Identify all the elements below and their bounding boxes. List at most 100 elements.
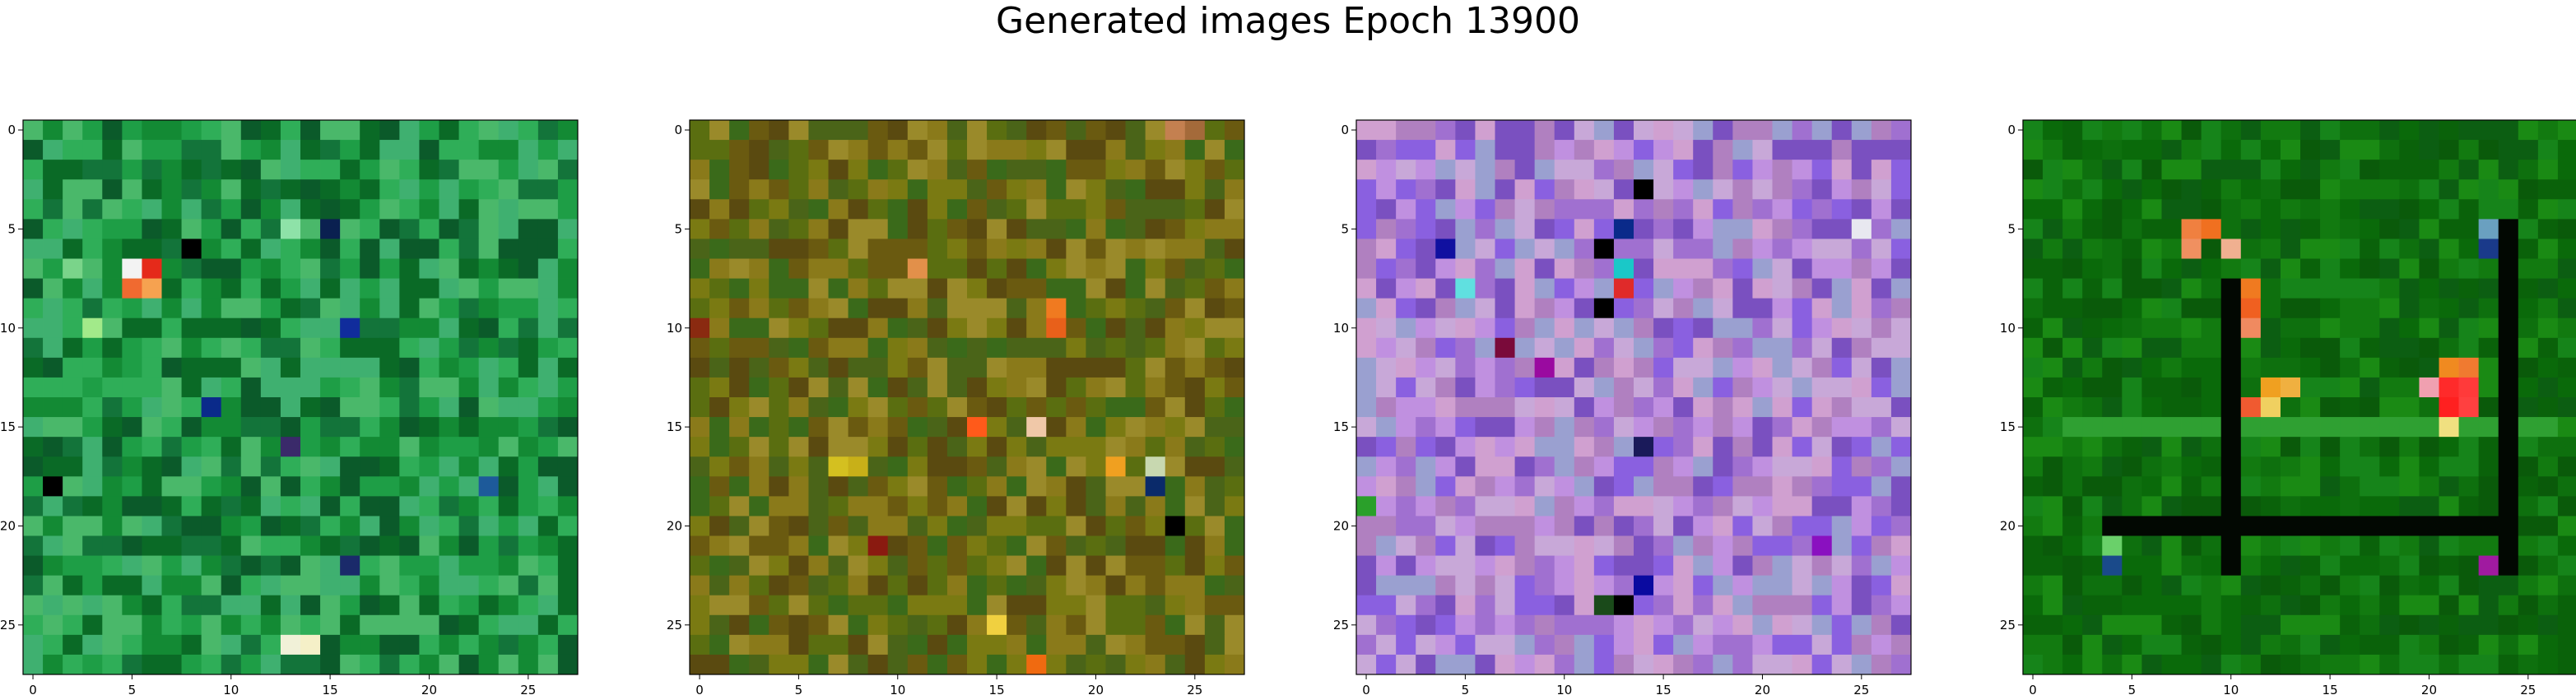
pixel-cell [419,357,439,378]
pixel-cell [1416,357,1436,378]
pixel-cell [478,120,500,141]
pixel-cell [300,199,321,220]
pixel-cell [2498,456,2519,477]
pixel-cell [23,120,44,141]
pixel-cell [1026,140,1047,160]
pixel-cell [1125,654,1146,675]
pixel-cell [2122,219,2142,239]
pixel-cell [2439,476,2459,497]
pixel-cell [1224,634,1245,656]
pixel-cell [1455,140,1476,160]
pixel-cell [340,397,360,418]
pixel-cell [1416,456,1436,477]
pixel-cell [280,377,301,398]
pixel-cell [967,278,988,299]
pixel-cell [2201,298,2222,319]
pixel-cell [399,278,420,299]
pixel-cell [729,397,750,418]
pixel-cell [102,140,123,160]
pixel-cell [2082,298,2103,319]
pixel-cell [2260,278,2281,299]
pixel-cell [2458,417,2480,438]
pixel-cell [221,516,242,536]
pixel-cell [2181,179,2202,200]
y-tick-label: 15 [667,419,682,434]
pixel-cell [1693,278,1713,299]
pixel-cell [379,239,400,259]
pixel-cell [240,219,262,239]
pixel-cell [2220,476,2242,497]
pixel-cell [161,535,182,556]
pixel-cell [2439,634,2459,656]
pixel-cell [221,179,242,200]
pixel-cell [1396,535,1416,556]
pixel-cell [181,140,202,160]
pixel-cell [63,258,83,279]
pixel-cell [729,377,750,398]
pixel-cell [1007,634,1027,656]
pixel-cell [518,120,539,141]
pixel-cell [1713,160,1733,180]
pixel-cell [23,634,44,656]
pixel-cell [320,476,341,497]
pixel-cell [122,199,142,220]
pixel-cell [1086,337,1106,359]
pixel-cell [2062,278,2083,299]
pixel-cell [1026,357,1047,378]
pixel-cell [1145,535,1166,556]
pixel-cell [1673,456,1694,477]
pixel-cell [1455,476,1476,497]
pixel-cell [221,397,242,418]
pixel-cell [1495,179,1515,200]
pixel-cell [690,377,710,398]
pixel-cell [1007,595,1027,616]
pixel-cell [828,634,849,656]
pixel-cell [907,654,928,675]
pixel-cell [749,614,770,636]
pixel-cell [201,476,222,497]
pixel-cell [987,278,1007,299]
pixel-cell [927,278,948,299]
pixel-cell [1224,456,1245,477]
pixel-cell [1224,199,1245,220]
pixel-cell [1455,239,1476,259]
pixel-cell [2557,179,2576,200]
pixel-cell [1732,179,1753,200]
pixel-cell [320,397,341,418]
pixel-cell [2201,496,2222,517]
pixel-cell [788,140,809,160]
pixel-cell [1514,278,1536,299]
pixel-cell [2122,258,2142,279]
pixel-cell [1007,258,1027,279]
pixel-cell [2161,140,2182,160]
pixel-cell [2082,120,2103,141]
pixel-cell [379,456,400,477]
pixel-cell [280,575,301,596]
pixel-cell [1732,239,1753,259]
pixel-cell [181,258,202,279]
pixel-cell [2043,555,2063,577]
pixel-cell [1204,654,1225,675]
pixel-cell [1890,437,1912,457]
pixel-cell [82,437,103,457]
pixel-cell [1435,298,1456,319]
pixel-cell [1554,535,1575,556]
pixel-cell [1086,278,1106,299]
pixel-cell [1732,199,1753,220]
pixel-cell [43,120,63,141]
pixel-cell [1792,377,1813,398]
y-tick-label: 0 [2007,123,2016,137]
pixel-cell [1713,496,1733,517]
pixel-cell [1634,317,1654,339]
pixel-cell [828,575,849,596]
pixel-cell [2062,437,2083,457]
pixel-cell [260,535,281,556]
pixel-cell [1851,456,1872,477]
pixel-cell [709,258,730,279]
pixel-cell [300,377,321,398]
pixel-cell [788,120,809,141]
pixel-cell [2240,535,2262,556]
y-tick-label: 0 [7,123,16,137]
pixel-cell [63,654,83,675]
